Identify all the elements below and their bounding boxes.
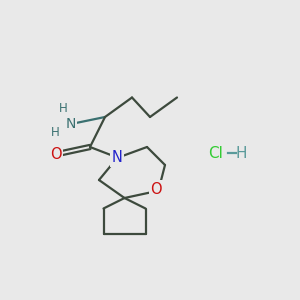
Text: N: N xyxy=(112,150,122,165)
Text: Cl: Cl xyxy=(208,146,224,160)
Text: O: O xyxy=(50,147,61,162)
Text: N: N xyxy=(65,118,76,131)
Text: H: H xyxy=(236,146,247,160)
Text: H: H xyxy=(51,125,60,139)
Text: H: H xyxy=(58,101,68,115)
Text: O: O xyxy=(150,182,162,196)
